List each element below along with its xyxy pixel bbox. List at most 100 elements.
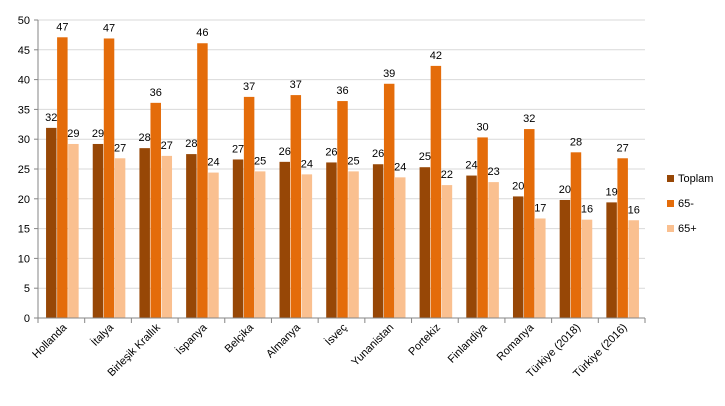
data-label: 32 xyxy=(45,112,57,124)
bar-toplam-1 xyxy=(92,143,104,318)
y-tick-label: 5 xyxy=(24,283,30,295)
y-tick-label: 10 xyxy=(18,253,30,265)
bar-65--6 xyxy=(348,171,359,318)
bar-toplam-5 xyxy=(279,161,291,318)
data-label: 24 xyxy=(207,157,219,169)
bar-65--3 xyxy=(208,172,219,318)
data-label: 30 xyxy=(476,121,488,133)
bar-65--11 xyxy=(581,219,593,318)
bar-65--6 xyxy=(337,101,348,318)
x-tick-label: Finlandiya xyxy=(446,321,491,366)
data-label: 27 xyxy=(114,142,126,154)
bar-toplam-7 xyxy=(372,164,384,318)
y-tick-label: 35 xyxy=(18,104,30,116)
data-label: 37 xyxy=(290,79,302,91)
bar-toplam-3 xyxy=(186,154,197,318)
bar-toplam-4 xyxy=(232,159,244,318)
bar-65--7 xyxy=(383,83,395,318)
x-tick-label: Belçika xyxy=(223,321,257,355)
data-label: 22 xyxy=(441,169,453,181)
x-tick-label: Portekiz xyxy=(406,322,443,359)
data-label: 17 xyxy=(534,202,546,214)
data-labels: 32 47 29 29 47 27 28 36 27 28 46 24 27 37 25 26 37 24 26 36… xyxy=(45,21,640,216)
y-tick-label: 15 xyxy=(18,224,30,236)
bar-65--0 xyxy=(57,37,68,319)
data-label: 27 xyxy=(617,142,629,154)
data-label: 28 xyxy=(185,138,197,150)
data-label: 25 xyxy=(419,151,431,163)
data-label: 28 xyxy=(139,132,151,144)
data-label: 25 xyxy=(347,155,359,167)
x-tick-label: İsveç xyxy=(322,321,350,349)
data-label: 32 xyxy=(523,113,535,125)
y-axis: 0 5 10 15 20 25 30 35 40 45 50 xyxy=(18,15,39,325)
bar-toplam-11 xyxy=(559,199,571,318)
y-tick-label: 0 xyxy=(24,313,30,325)
bar-65--5 xyxy=(290,95,302,318)
legend-label: Toplam xyxy=(678,173,713,185)
bar-toplam-9 xyxy=(466,175,477,318)
data-label: 26 xyxy=(279,146,291,158)
data-label: 37 xyxy=(243,81,255,93)
bar-65--2 xyxy=(150,102,161,319)
bar-65--12 xyxy=(617,158,628,318)
legend-label: 65+ xyxy=(678,223,697,235)
data-label: 24 xyxy=(394,161,406,173)
y-tick-label: 45 xyxy=(18,45,30,57)
data-label: 46 xyxy=(196,27,208,39)
bar-65--2 xyxy=(161,155,173,318)
data-label: 25 xyxy=(254,155,266,167)
x-tick-label: Hollanda xyxy=(30,321,70,361)
y-tick-label: 40 xyxy=(18,75,30,87)
data-label: 20 xyxy=(559,184,571,196)
data-label: 19 xyxy=(605,186,617,198)
data-label: 16 xyxy=(628,204,640,216)
data-label: 27 xyxy=(161,140,173,152)
x-tick-label: Yunanistan xyxy=(349,322,396,369)
bar-65--8 xyxy=(441,185,453,318)
bar-65--1 xyxy=(103,38,115,318)
x-tick-label: Romanya xyxy=(495,321,537,363)
data-label: 26 xyxy=(325,146,337,158)
bar-65--5 xyxy=(301,174,313,318)
data-label: 26 xyxy=(372,148,384,160)
data-label: 24 xyxy=(465,160,477,172)
bar-65--8 xyxy=(430,65,442,318)
data-label: 47 xyxy=(103,22,115,34)
x-tick-label: İspanya xyxy=(173,320,210,357)
data-label: 42 xyxy=(430,50,442,62)
bar-65--12 xyxy=(628,220,639,318)
legend: Toplam 65- 65+ xyxy=(667,173,713,235)
data-label: 27 xyxy=(232,143,244,155)
bar-toplam-6 xyxy=(326,162,337,318)
bar-65--9 xyxy=(488,182,499,318)
legend-label: 65- xyxy=(678,198,694,210)
legend-swatch xyxy=(667,175,674,182)
data-label: 28 xyxy=(570,136,582,148)
data-label: 36 xyxy=(150,87,162,99)
y-tick-label: 30 xyxy=(18,134,30,146)
bar-toplam-8 xyxy=(419,167,431,318)
y-tick-label: 20 xyxy=(18,194,30,206)
bar-toplam-12 xyxy=(606,202,617,318)
data-label: 47 xyxy=(56,21,68,33)
data-label: 29 xyxy=(92,128,104,140)
y-tick-label: 25 xyxy=(18,164,30,176)
bar-65--4 xyxy=(243,96,255,318)
legend-swatch xyxy=(667,200,674,207)
bar-65--1 xyxy=(114,158,126,318)
bar-65--0 xyxy=(68,143,79,318)
y-tick-label: 50 xyxy=(18,15,30,27)
data-label: 23 xyxy=(488,166,500,178)
bar-65--9 xyxy=(477,137,488,318)
x-tick-label: Almanya xyxy=(264,321,303,360)
bar-65--10 xyxy=(524,129,535,318)
bars xyxy=(46,37,639,319)
data-label: 24 xyxy=(301,158,313,170)
bar-toplam-2 xyxy=(139,148,150,318)
bar-65--7 xyxy=(394,177,406,318)
bar-65--11 xyxy=(570,152,582,318)
bar-65--4 xyxy=(254,171,266,318)
x-tick-label: İtalya xyxy=(88,320,116,348)
data-label: 29 xyxy=(67,128,79,140)
